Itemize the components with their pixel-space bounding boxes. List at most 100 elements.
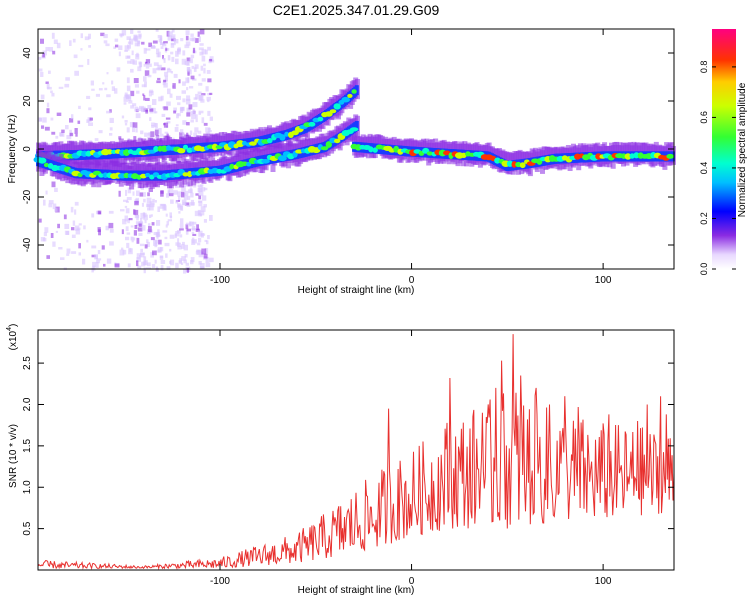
spectrogram-speckle	[44, 126, 50, 131]
spectrogram-speckle	[97, 210, 102, 215]
spectrogram-speckle	[105, 43, 110, 47]
spectrogram-speckle	[129, 38, 134, 45]
spectrogram-speckle	[153, 107, 156, 114]
spectrogram-speckle	[56, 112, 62, 116]
spectrogram-speckle	[48, 47, 53, 52]
spectrogram-speckle	[98, 130, 103, 134]
spectrogram-speckle	[165, 213, 168, 217]
spectrogram-speckle	[180, 206, 184, 211]
colorbar-tick-label: 0.4	[699, 162, 709, 175]
spectrogram-speckle	[132, 127, 136, 133]
spectrogram-speckle	[153, 232, 159, 236]
snr-xlabel: Height of straight line (km)	[298, 585, 415, 596]
spectrogram-speckle	[91, 88, 95, 91]
spectrogram-speckle	[64, 230, 70, 235]
spectrogram-speckle	[78, 64, 84, 68]
spectrogram-speckle	[124, 120, 128, 123]
spectrogram-speckle	[153, 62, 159, 66]
spectrogram-speckle	[108, 222, 114, 229]
trace-blob-post	[354, 144, 362, 151]
spectrogram-speckle	[92, 261, 96, 268]
spectrogram-speckle	[102, 82, 105, 85]
spectrogram-speckle	[146, 203, 150, 208]
spectrogram-speckle	[178, 260, 183, 263]
spectrogram-speckle	[144, 132, 148, 137]
spectrogram-speckle	[106, 72, 109, 75]
spectrogram-speckle	[177, 242, 181, 247]
snr-ytick-label: 2.5	[22, 356, 33, 370]
colorbar-tick-label: 0.0	[699, 263, 709, 276]
spectrogram-ticks: -100 0 100 -40 -20 0 20 40	[22, 29, 674, 286]
spectrogram-speckle	[98, 229, 101, 236]
spectrogram-speckle	[60, 257, 65, 260]
spectrogram-speckle	[121, 247, 124, 251]
spectrogram-speckle	[166, 221, 169, 226]
spectrogram-speckle	[109, 241, 114, 246]
spectrogram-speckle	[191, 111, 196, 116]
spectrogram-speckle	[176, 95, 181, 100]
spectrogram-speckle	[106, 258, 112, 264]
spectrogram-speckle	[74, 201, 79, 206]
spectrogram-speckle	[58, 86, 64, 89]
spectrogram-speckle	[181, 58, 187, 65]
spectrogram-speckle	[201, 49, 207, 55]
spectrogram-speckle	[167, 88, 171, 95]
spectrogram-speckle	[193, 97, 198, 100]
spectrogram-speckle	[206, 240, 209, 245]
spectrogram-speckle	[141, 84, 146, 88]
spectrogram-speckle	[140, 130, 144, 135]
spectrogram-speckle	[136, 260, 139, 267]
spectrogram-speckle	[83, 225, 86, 230]
spectrogram-speckle	[136, 90, 140, 94]
spectrogram-speckle	[109, 127, 113, 131]
spectrogram-speckle	[201, 248, 207, 255]
spectrogram-speckle	[126, 77, 130, 84]
trace-blob-main	[317, 116, 324, 122]
trace-blob-secondary	[320, 146, 329, 151]
spectrogram-speckle	[51, 92, 55, 97]
trace-blob-main	[236, 140, 245, 148]
spectrogram-speckle	[167, 35, 172, 41]
spectrogram-speckle	[207, 235, 210, 240]
spectrogram-speckle	[118, 190, 121, 197]
spectrogram-speckle	[78, 243, 81, 249]
spectrogram-speckle	[192, 221, 197, 225]
trace-blob-main	[177, 148, 186, 154]
spectrogram-speckle	[123, 96, 128, 102]
spectrogram-speckle	[170, 259, 175, 266]
spectrogram-speckle	[52, 50, 56, 55]
colorbar-label: Normalized spectral amplitude	[737, 82, 748, 217]
spectrogram-speckle	[192, 109, 195, 114]
snr-series-line	[37, 334, 675, 571]
spectrogram-speckle	[199, 94, 204, 100]
spectrogram-speckle	[199, 263, 205, 269]
spectrogram-speckle	[52, 203, 57, 210]
spectrogram-speckle	[154, 111, 158, 114]
spectrogram-speckle	[193, 132, 198, 139]
spectrogram-speckle	[181, 191, 185, 198]
spectrogram-speckle	[64, 83, 70, 88]
trace-blob-secondary	[278, 155, 287, 162]
spectrogram-speckle	[118, 136, 122, 140]
spectrogram-speckle	[156, 234, 161, 237]
spectrogram-speckle	[91, 254, 96, 258]
spectrogram-speckle	[152, 68, 157, 74]
spectrogram-speckle	[59, 132, 65, 137]
spectrogram-speckle	[155, 136, 160, 140]
colorbar-tick-label: 0.8	[699, 61, 709, 74]
spectrogram-speckle	[129, 122, 135, 128]
spectrogram-speckle	[172, 83, 176, 89]
spectrogram-speckle	[195, 228, 200, 232]
spectrogram-speckle	[111, 86, 115, 91]
trace-blob-post	[443, 150, 451, 156]
spectrogram-speckle	[136, 214, 139, 221]
spectrogram-speckle	[179, 129, 184, 134]
spectrogram-speckle	[160, 203, 166, 206]
spectrogram-speckle	[130, 59, 135, 64]
spectrogram-speckle	[180, 107, 184, 111]
spectrogram-speckle	[209, 56, 214, 61]
spectrogram-speckle	[203, 67, 206, 74]
spectrogram-speckle	[173, 73, 178, 78]
spectrogram-speckle	[124, 215, 128, 222]
spectrogram-speckle	[198, 195, 202, 200]
